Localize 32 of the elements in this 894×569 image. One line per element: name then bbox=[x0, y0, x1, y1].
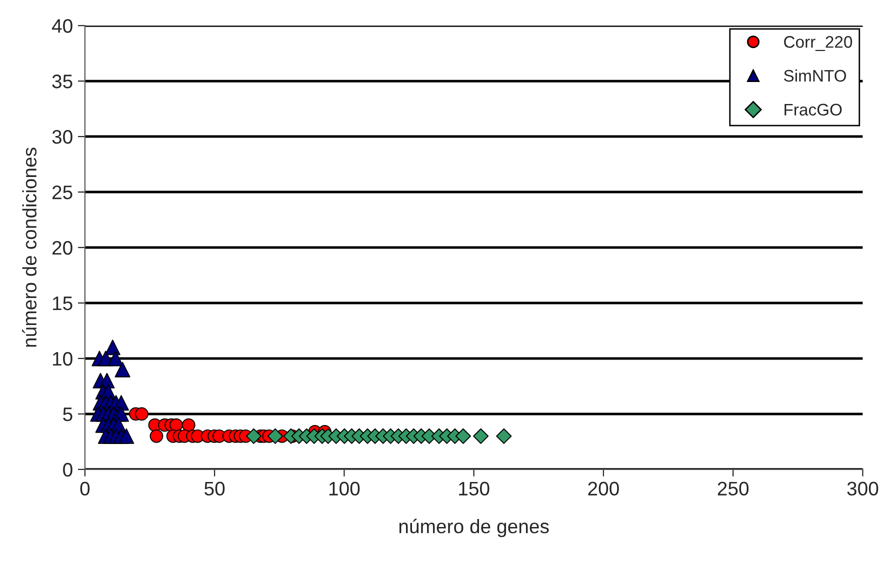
y-tick-label: 35 bbox=[52, 74, 72, 88]
point bbox=[496, 428, 512, 444]
x-tick-label: 0 bbox=[80, 482, 90, 496]
point bbox=[114, 362, 130, 378]
y-tick-label: 5 bbox=[63, 408, 72, 422]
point bbox=[455, 428, 471, 444]
legend-label: Corr_220 bbox=[784, 36, 852, 51]
y-tick-label: 20 bbox=[52, 240, 72, 255]
y-tick-label: 15 bbox=[52, 296, 72, 310]
x-tick-label: 200 bbox=[588, 482, 619, 496]
y-tick-label: 40 bbox=[52, 19, 72, 33]
legend-label: SimNTO bbox=[784, 69, 846, 82]
legend-label: FracGO bbox=[784, 104, 842, 116]
y-tick-label: 25 bbox=[52, 186, 72, 200]
x-tick-label: 150 bbox=[459, 482, 490, 496]
point bbox=[246, 428, 262, 444]
y-axis-title: número de condiciones bbox=[22, 148, 37, 347]
y-tick-label: 30 bbox=[52, 130, 72, 144]
point bbox=[118, 428, 134, 444]
y-tick-label: 0 bbox=[63, 462, 72, 477]
x-tick-label: 50 bbox=[204, 482, 225, 496]
point bbox=[182, 418, 196, 432]
point bbox=[267, 428, 283, 444]
x-tick-label: 100 bbox=[329, 482, 360, 496]
x-tick-label: 250 bbox=[718, 482, 749, 496]
x-tick-label: 300 bbox=[847, 482, 878, 496]
x-axis-title: número de genes bbox=[399, 518, 549, 538]
point bbox=[150, 429, 164, 443]
y-tick-label: 10 bbox=[52, 352, 72, 366]
point bbox=[473, 428, 489, 444]
point bbox=[135, 407, 148, 421]
point bbox=[108, 350, 124, 366]
